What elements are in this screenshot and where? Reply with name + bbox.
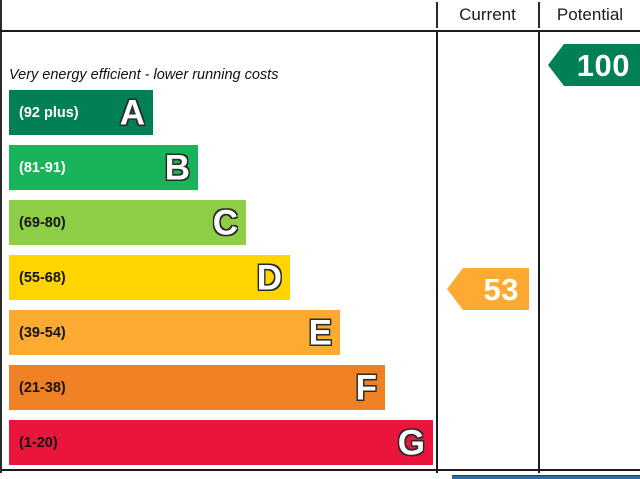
band-row-e: (39-54) E [9,310,340,355]
column-divider-current [436,32,438,473]
chart-body: Very energy efficient - lower running co… [0,30,640,479]
header-divider-potential [538,2,540,28]
potential-rating-arrow: 100 [548,44,640,86]
band-row-b: (81-91) B [9,145,198,190]
column-header-current: Current [459,5,516,24]
body-left-border [0,32,2,473]
header-left-border [0,0,2,30]
table-header-row: Current Potential [0,0,640,30]
band-row-g: (1-20) G [9,420,433,465]
bottom-scrollbar[interactable] [452,475,640,479]
band-letter-d: D [256,258,283,297]
band-letter-c: C [212,203,239,242]
band-row-a: (92 plus) A [9,90,153,135]
potential-rating-value: 100 [576,47,630,83]
band-range-c: (69-80) [19,214,66,231]
band-row-d: (55-68) D [9,255,290,300]
band-row-c: (69-80) C [9,200,246,245]
bottom-chrome-area [0,473,640,479]
header-divider-current [436,2,438,28]
band-row-f: (21-38) F [9,365,385,410]
caption-top: Very energy efficient - lower running co… [9,67,279,83]
band-range-b: (81-91) [19,159,66,176]
band-range-d: (55-68) [19,269,66,286]
current-rating-arrow: 53 [447,268,529,310]
band-letter-a: A [119,93,146,132]
current-rating-value: 53 [483,271,519,307]
band-range-g: (1-20) [19,434,58,451]
column-divider-potential [538,32,540,473]
band-range-e: (39-54) [19,324,66,341]
band-letter-f: F [355,368,378,407]
band-letter-b: B [164,148,191,187]
band-range-f: (21-38) [19,379,66,396]
column-header-potential: Potential [556,5,624,24]
band-letter-g: G [397,423,426,462]
band-range-a: (92 plus) [19,104,79,121]
band-letter-e: E [308,313,333,352]
